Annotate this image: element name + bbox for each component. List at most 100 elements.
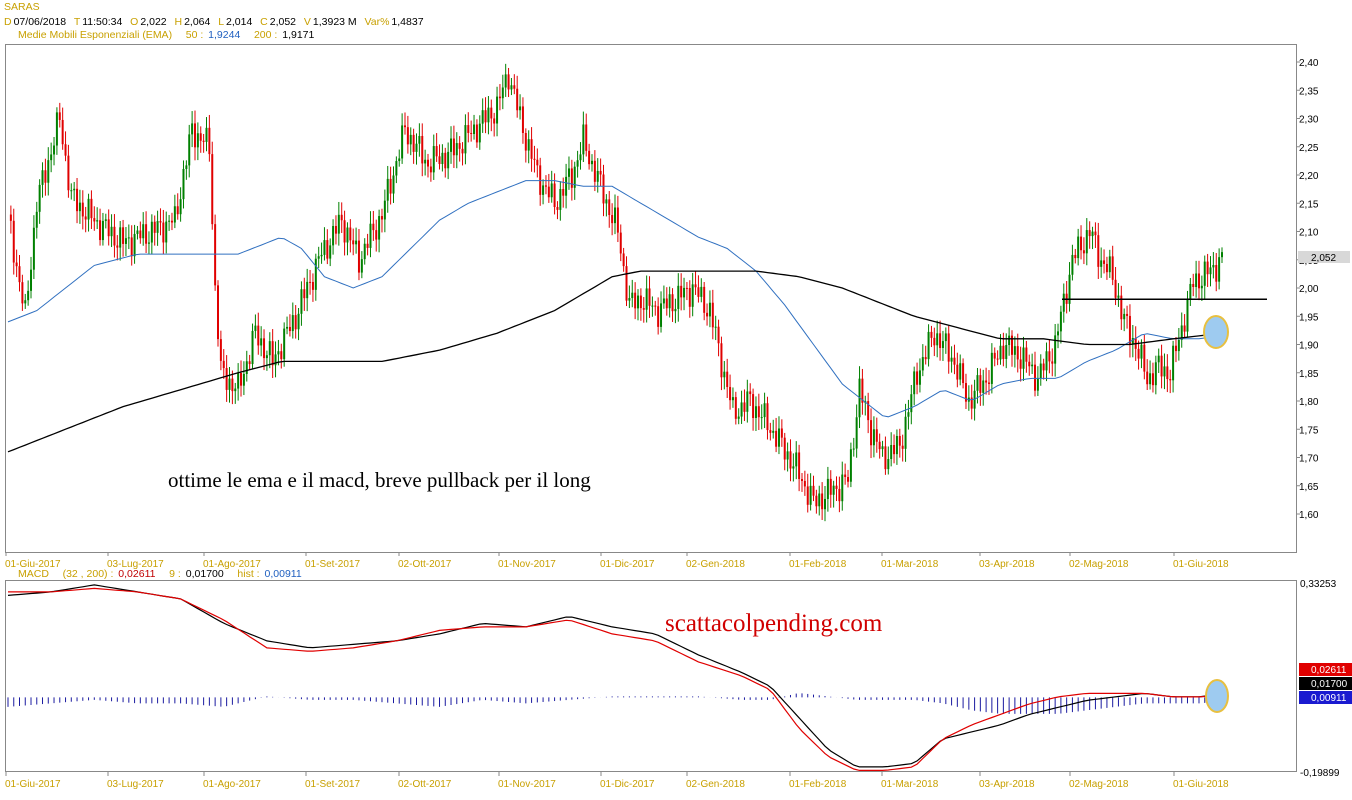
candle-body: [550, 183, 553, 198]
candle-body: [757, 406, 760, 418]
candle-body: [999, 345, 1002, 360]
price-y-tick-label: 1,75: [1299, 425, 1319, 436]
ema-lines: [7, 180, 1223, 453]
candle-body: [73, 188, 76, 191]
price-y-tick-label: 1,80: [1299, 397, 1319, 408]
candle-body: [547, 186, 550, 198]
candle-body: [616, 207, 619, 233]
candle-body: [1091, 231, 1094, 237]
candle-body: [429, 166, 432, 173]
candle-body: [829, 478, 832, 495]
candle-body: [487, 107, 490, 123]
date-label: D: [4, 16, 12, 28]
candle-body: [665, 298, 668, 309]
candle-body: [821, 493, 824, 510]
candle-body: [1077, 236, 1080, 259]
candle-body: [113, 226, 116, 246]
candle-body: [306, 281, 309, 299]
candle-body: [9, 214, 12, 221]
price-x-tick-label: 01-Feb-2018: [789, 559, 847, 570]
candle-body: [691, 284, 694, 307]
price-x-tick-label: 01-Giu-2017: [5, 559, 61, 570]
candle-body: [513, 85, 516, 89]
candle-body: [372, 223, 375, 231]
candle-body: [176, 206, 179, 215]
candle-body: [329, 245, 332, 259]
candle-body: [389, 178, 392, 194]
price-y-tick-label: 1,85: [1299, 369, 1319, 380]
candle-body: [907, 412, 910, 417]
candle-body: [260, 338, 263, 346]
signal-value-tag-label: 0,01700: [1311, 679, 1348, 690]
candle-body: [700, 286, 703, 297]
candle-body: [38, 184, 41, 212]
candle-body: [415, 143, 418, 152]
price-x-tick-label: 03-Lug-2017: [107, 559, 164, 570]
candle-body: [639, 295, 642, 309]
candle-body: [412, 134, 415, 152]
candle-body: [142, 224, 145, 239]
candle-body: [145, 224, 148, 244]
candle-body: [170, 220, 173, 223]
candle-body: [1022, 347, 1025, 369]
macd-params: (32 , 200) :: [62, 568, 114, 580]
candle-body: [240, 372, 243, 386]
candle-body: [680, 285, 683, 298]
candle-body: [467, 125, 470, 133]
candle-body: [283, 328, 286, 360]
candle-body: [326, 240, 329, 259]
candle-body: [717, 326, 720, 344]
candle-body: [987, 382, 990, 384]
candle-body: [470, 132, 473, 135]
candle-body: [1146, 371, 1149, 385]
hist-value-tag-label: 0,00911: [1311, 693, 1347, 704]
candle-body: [1172, 345, 1175, 381]
candle-body: [1163, 366, 1166, 377]
macd-x-tick-label: 01-Set-2017: [305, 779, 360, 790]
candle-body: [872, 429, 875, 446]
candle-body: [501, 87, 504, 99]
candle-body: [406, 127, 409, 145]
candle-body: [352, 240, 355, 245]
candle-body: [1200, 285, 1203, 289]
candle-body: [651, 305, 654, 307]
candle-body: [380, 216, 383, 220]
candle-body: [870, 420, 873, 446]
candle-body: [366, 243, 369, 248]
candle-body: [533, 158, 536, 160]
candle-body: [832, 485, 835, 495]
candle-body: [311, 281, 314, 290]
candle-body: [12, 220, 15, 263]
candle-body: [944, 333, 947, 342]
candle-body: [217, 285, 220, 340]
candle-body: [41, 170, 44, 185]
candle-body: [280, 351, 283, 360]
candle-body: [1002, 345, 1005, 359]
price-y-tick-label: 2,30: [1299, 115, 1319, 126]
candle-body: [461, 148, 464, 154]
candle-body: [263, 338, 266, 359]
candle-body: [484, 110, 487, 123]
candle-body: [1068, 274, 1071, 304]
candle-body: [490, 107, 493, 119]
candle-body: [593, 160, 596, 182]
macd-value-tag-label: 0,02611: [1311, 665, 1347, 676]
candle-body: [24, 300, 27, 304]
price-x-tick-label: 01-Dic-2017: [600, 559, 655, 570]
ohlc-line: D 07/06/2018 T 11:50:34 O 2,022 H 2,064 L 2,0…: [4, 16, 426, 28]
close-value: 2,052: [269, 16, 297, 28]
candle-body: [1151, 373, 1154, 386]
candle-body: [93, 218, 96, 222]
candle-body: [950, 357, 953, 362]
candle-body: [962, 363, 965, 384]
candle-body: [1143, 344, 1146, 372]
candle-body: [622, 253, 625, 267]
candle-body: [320, 254, 323, 257]
candle-body: [706, 312, 709, 317]
candle-body: [933, 337, 936, 346]
candle-body: [683, 287, 686, 298]
candle-body: [401, 125, 404, 159]
candle-body: [544, 185, 547, 187]
candle-body: [251, 330, 254, 365]
ema200-line: [7, 270, 1223, 453]
